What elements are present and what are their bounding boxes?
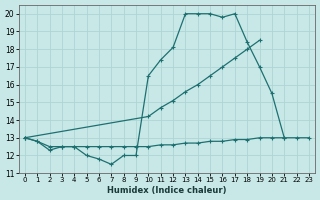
X-axis label: Humidex (Indice chaleur): Humidex (Indice chaleur) (107, 186, 227, 195)
